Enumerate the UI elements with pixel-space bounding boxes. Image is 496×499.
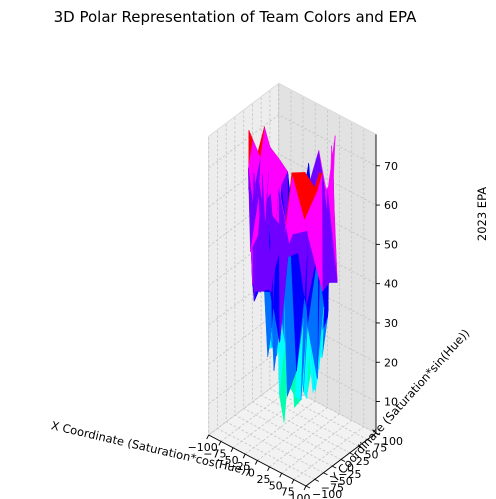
x-tick-label: −75 [203,447,226,460]
y-tick-label: 50 [365,448,379,461]
x-tick [279,473,283,478]
z-tick-label: 50 [384,238,398,251]
x-tick-label: 0 [248,467,255,480]
z-tick-label: 70 [384,160,398,173]
x-tick-label: −25 [228,460,251,473]
y-tick-label: −25 [338,468,361,481]
y-tick [375,432,381,436]
y-tick [332,465,337,469]
z-tick-label: 60 [384,199,398,212]
z-tick-label: 40 [384,278,398,291]
y-gridline [243,109,342,460]
y-tick [305,485,311,489]
x-tick-label: 100 [290,492,311,499]
surface-mesh [248,126,338,423]
y-tick-label: 25 [356,455,370,468]
y-tick [314,478,319,482]
x-tick [206,434,210,440]
y-tick-label: 0 [347,462,354,475]
y-tick [349,452,354,456]
x-tick [242,453,246,459]
x-tick [291,479,295,484]
x-tick-label: −100 [188,441,218,454]
y-tick [358,445,363,449]
x-tick-label: 50 [269,479,283,492]
x-tick [254,460,258,465]
z-gridline [208,114,377,169]
z-tick-label: 10 [384,396,398,409]
z-axis-label: 2023 EPA [475,187,489,241]
z-tick-label: 30 [384,317,398,330]
y-tick-label: −100 [312,488,342,499]
y-gridline [225,123,324,474]
z-tick-label: 20 [384,356,398,369]
chart-title: 3D Polar Representation of Team Colors a… [54,8,417,26]
y-tick [323,472,328,476]
x-tick [303,485,307,491]
y-tick-label: 75 [373,442,387,455]
y-tick-label: −50 [330,475,353,488]
y-gridline [234,116,333,467]
x-tick-label: 75 [281,486,295,499]
y-tick [367,439,372,443]
y-gridline [251,103,350,454]
y-gridline [216,129,315,480]
y-tick-label: 100 [382,435,403,448]
y-tick-label: −75 [321,481,344,494]
x-tick [218,441,222,446]
x-tick-label: 25 [257,473,271,486]
z-gridline [208,153,377,208]
y-gridline [269,89,368,440]
axes [206,134,381,491]
x-tick [267,466,270,472]
y-gridline [278,83,377,434]
x-tick-label: −50 [215,454,238,467]
surface-facet [291,172,306,177]
surface-facet [271,214,286,276]
y-gridline [260,96,359,447]
x-tick [230,447,234,452]
surface-facet [261,174,269,292]
y-tick [340,459,346,462]
